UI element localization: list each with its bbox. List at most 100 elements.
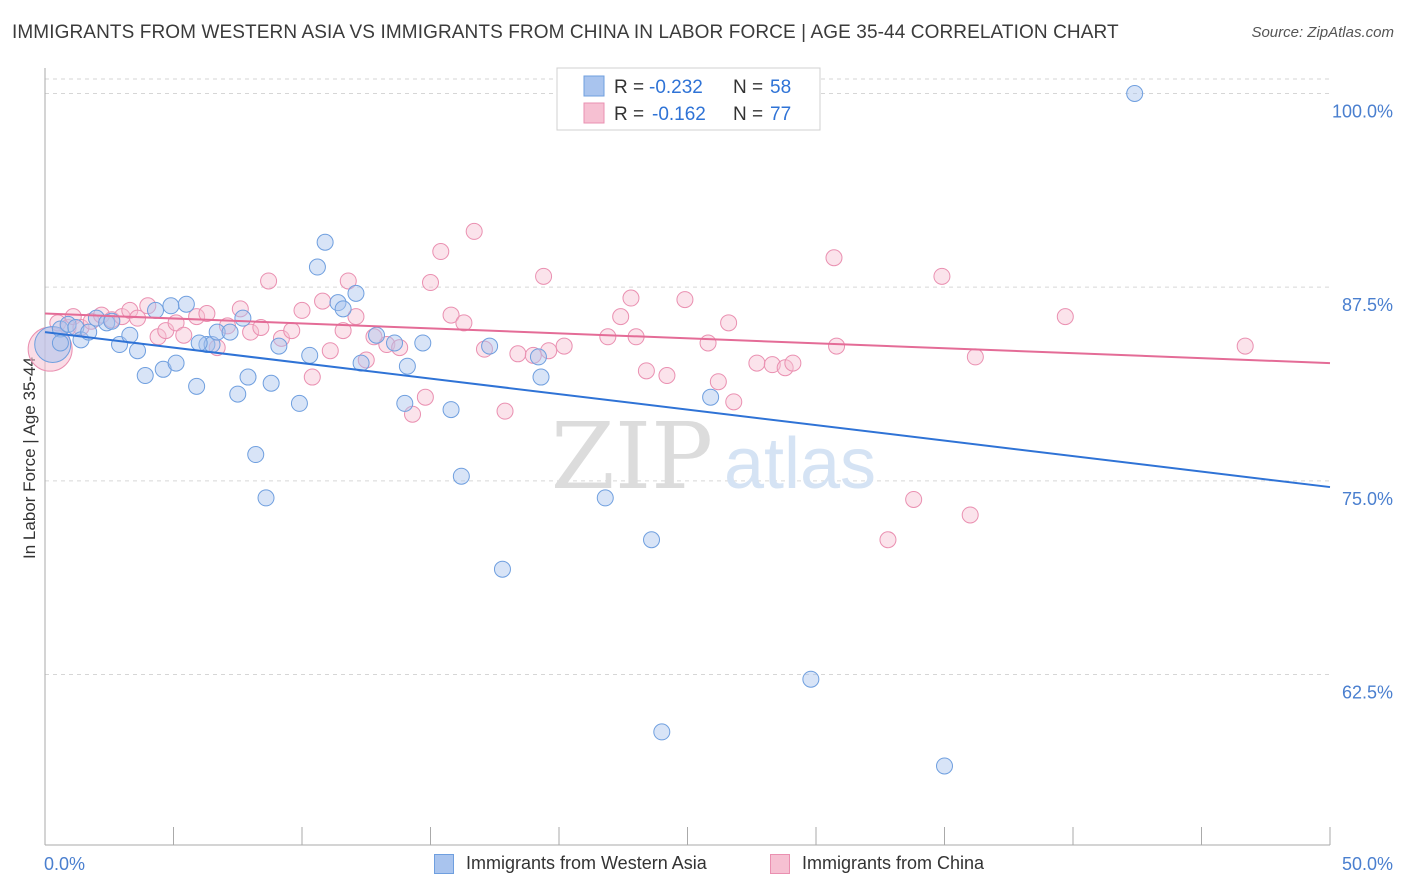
point-china bbox=[725, 393, 743, 411]
tick-labels: 62.5% 75.0% 87.5% 100.0% 0.0% 50.0% bbox=[44, 101, 1393, 874]
point-western-asia bbox=[229, 385, 247, 403]
point-western-asia bbox=[396, 394, 414, 412]
point-china bbox=[1236, 337, 1254, 355]
point-china bbox=[260, 272, 278, 290]
point-china bbox=[252, 318, 270, 336]
point-western-asia bbox=[308, 258, 326, 276]
point-china bbox=[540, 342, 558, 360]
point-western-asia bbox=[234, 309, 252, 327]
series-western-asia-points bbox=[34, 84, 1144, 775]
point-western-asia bbox=[270, 337, 288, 355]
point-western-asia bbox=[262, 374, 280, 392]
point-china bbox=[933, 267, 951, 285]
point-china bbox=[879, 531, 897, 549]
point-china bbox=[763, 356, 781, 374]
point-western-asia bbox=[239, 368, 257, 386]
point-western-asia bbox=[301, 346, 319, 364]
point-western-asia bbox=[51, 334, 69, 352]
point-china bbox=[339, 272, 357, 290]
point-western-asia bbox=[177, 295, 195, 313]
x-tick-label: 50.0% bbox=[1342, 854, 1393, 874]
source-credit: Source: ZipAtlas.com bbox=[1251, 24, 1394, 41]
point-western-asia bbox=[167, 354, 185, 372]
point-china bbox=[709, 373, 727, 391]
point-western-asia bbox=[532, 368, 550, 386]
point-western-asia bbox=[334, 300, 352, 318]
correlation-legend: R = -0.232 N = 58 R = -0.162 N = 77 bbox=[556, 67, 821, 131]
point-china bbox=[961, 506, 979, 524]
point-western-asia bbox=[162, 297, 180, 315]
point-china bbox=[828, 337, 846, 355]
point-china bbox=[293, 301, 311, 319]
point-western-asia bbox=[103, 312, 121, 330]
point-china bbox=[334, 322, 352, 340]
legend-n-value-1: 58 bbox=[770, 77, 791, 98]
point-china bbox=[416, 388, 434, 406]
point-western-asia bbox=[257, 489, 275, 507]
point-china bbox=[825, 249, 843, 267]
point-western-asia bbox=[529, 348, 547, 366]
point-china bbox=[612, 308, 630, 326]
point-china bbox=[283, 322, 301, 340]
point-china bbox=[422, 274, 439, 292]
point-western-asia bbox=[596, 489, 614, 507]
legend-r-value-1: -0.232 bbox=[649, 77, 703, 98]
point-china bbox=[966, 348, 984, 366]
point-western-asia bbox=[247, 446, 265, 464]
legend-label-china: Immigrants from China bbox=[802, 853, 985, 873]
y-tick-label: 75.0% bbox=[1342, 489, 1393, 509]
legend-n-label-1: N = bbox=[733, 77, 763, 98]
legend-n-label-2: N = bbox=[733, 104, 763, 125]
point-western-asia bbox=[147, 301, 165, 319]
point-western-asia bbox=[802, 670, 820, 688]
point-western-asia bbox=[702, 388, 720, 406]
x-tick-label: 0.0% bbox=[44, 854, 85, 874]
point-western-asia bbox=[398, 357, 416, 375]
y-tick-label: 87.5% bbox=[1342, 295, 1393, 315]
point-western-asia bbox=[136, 367, 154, 385]
point-western-asia bbox=[188, 377, 206, 395]
point-western-asia bbox=[481, 337, 499, 355]
point-china bbox=[637, 362, 655, 380]
point-china bbox=[357, 351, 375, 369]
point-china bbox=[432, 243, 450, 261]
point-china bbox=[455, 314, 473, 332]
point-china bbox=[905, 490, 923, 508]
legend-swatch-western-asia bbox=[583, 75, 605, 97]
point-china bbox=[175, 326, 193, 344]
point-western-asia bbox=[653, 723, 671, 741]
point-china bbox=[242, 323, 260, 341]
point-western-asia bbox=[208, 323, 226, 341]
point-china bbox=[748, 354, 766, 372]
watermark: ZIP atlas bbox=[551, 403, 876, 510]
legend-r-label-2: R = bbox=[614, 104, 644, 125]
legend-item-china: Immigrants from China bbox=[770, 853, 984, 874]
series-legend: Immigrants from Western Asia Immigrants … bbox=[0, 850, 1406, 880]
point-china bbox=[475, 340, 493, 358]
point-western-asia bbox=[414, 334, 432, 352]
legend-r-value-2: -0.162 bbox=[652, 104, 706, 125]
axis-layer bbox=[44, 68, 1331, 846]
point-western-asia bbox=[129, 342, 147, 360]
point-china bbox=[658, 367, 676, 385]
trend-line-china bbox=[44, 312, 1331, 365]
point-china bbox=[699, 334, 717, 352]
legend-r-label-1: R = bbox=[614, 77, 644, 98]
point-western-asia bbox=[442, 401, 460, 419]
trend-line-western-asia bbox=[44, 331, 1331, 489]
point-china bbox=[303, 368, 321, 386]
point-western-asia bbox=[1126, 84, 1144, 102]
point-western-asia bbox=[493, 560, 511, 578]
chart-title: IMMIGRANTS FROM WESTERN ASIA VS IMMIGRAN… bbox=[12, 22, 1119, 43]
point-china bbox=[599, 328, 617, 346]
point-china bbox=[509, 345, 527, 363]
point-western-asia bbox=[347, 284, 365, 302]
point-western-asia bbox=[386, 334, 404, 352]
watermark-zip: ZIP bbox=[551, 403, 713, 510]
point-china bbox=[720, 314, 738, 332]
point-western-asia bbox=[643, 531, 661, 549]
point-china bbox=[442, 306, 460, 324]
point-western-asia bbox=[190, 334, 208, 352]
grid-layer bbox=[45, 78, 1330, 676]
